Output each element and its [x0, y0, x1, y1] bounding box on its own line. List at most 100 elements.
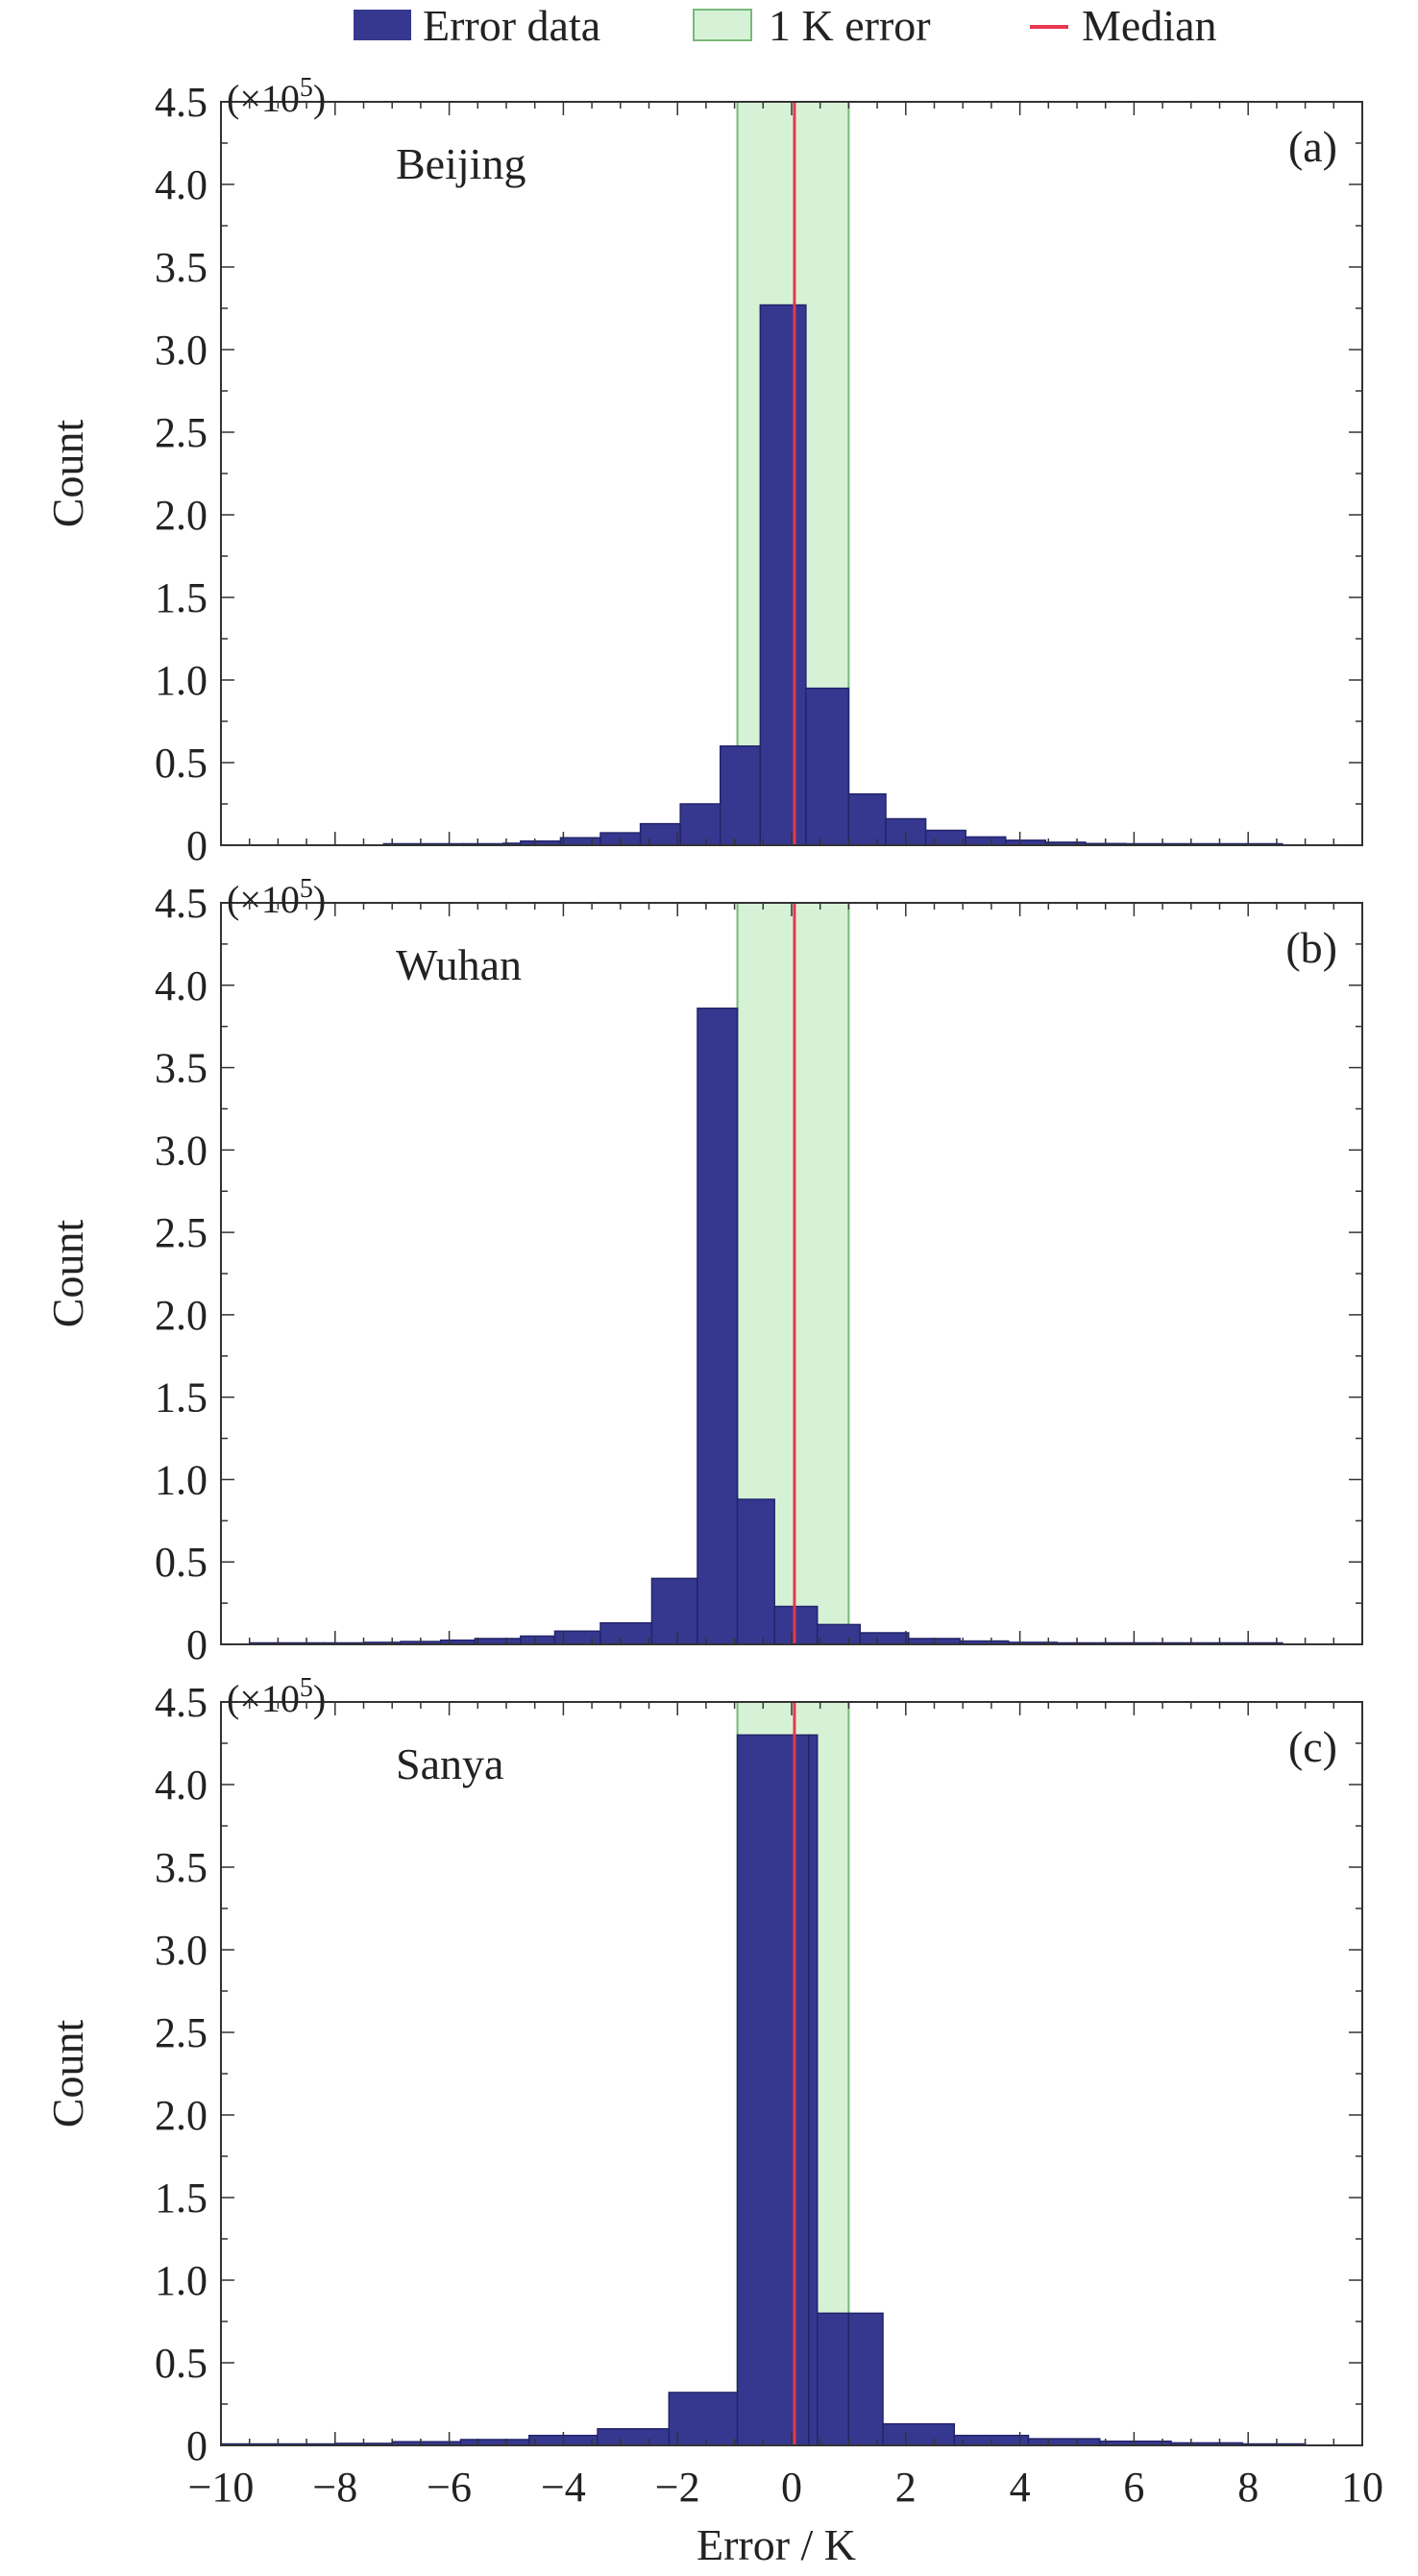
x-tick-label: 8	[1237, 2464, 1259, 2511]
bar	[668, 2392, 739, 2446]
x-tick-label: 4	[1010, 2464, 1031, 2511]
bar	[553, 1630, 601, 1645]
scale-multiplier: (×105)	[227, 874, 326, 921]
y-tick-label: 1.5	[155, 1374, 208, 1422]
y-tick-label: 3.5	[155, 1844, 208, 1891]
y-tick-label: 0.5	[155, 1539, 208, 1586]
bar	[859, 1632, 910, 1645]
scale-prefix: (×10	[227, 878, 300, 921]
bars	[220, 1734, 1307, 2446]
y-tick-label: 4.5	[155, 1679, 208, 1726]
y-tick-label: 0.5	[155, 740, 208, 787]
y-tick-label: 2.0	[155, 492, 208, 539]
y-tick-label: 2.0	[155, 2092, 208, 2139]
bar	[597, 2428, 671, 2446]
y-tick-label: 2.5	[155, 409, 208, 456]
panel-label: (b)	[1285, 923, 1337, 972]
y-tick-label: 0	[186, 1621, 208, 1668]
x-tick-label: 2	[895, 2464, 917, 2511]
bar	[679, 803, 721, 846]
bar	[639, 822, 681, 846]
scale-multiplier: (×105)	[227, 1673, 326, 1720]
scale-exponent: 5	[300, 874, 313, 904]
bar	[808, 1734, 819, 2446]
y-tick-label: 2.5	[155, 1209, 208, 1256]
scale-exponent: 5	[300, 1673, 313, 1703]
legend-label-3: Median	[1082, 1, 1217, 50]
x-axis-label: Error / K	[697, 2520, 856, 2569]
y-tick-label: 2.5	[155, 2009, 208, 2056]
y-tick-label: 0	[186, 822, 208, 869]
y-tick-label: 4.5	[155, 79, 208, 126]
panel-label: (c)	[1288, 1722, 1337, 1771]
y-axis-label: Count	[43, 1220, 92, 1328]
y-tick-label: 1.0	[155, 2257, 208, 2304]
y-tick-label: 0	[186, 2422, 208, 2469]
y-tick-label: 1.5	[155, 574, 208, 621]
scale-prefix: (×10	[227, 1677, 300, 1720]
y-tick-label: 4.0	[155, 962, 208, 1009]
x-tick-label: −6	[427, 2464, 472, 2511]
panel-label: (a)	[1288, 122, 1337, 171]
bar	[736, 1498, 775, 1645]
bar	[759, 304, 807, 846]
legend-label-2: 1 K error	[769, 1, 931, 50]
y-tick-label: 1.0	[155, 657, 208, 704]
y-tick-label: 1.5	[155, 2175, 208, 2222]
y-axis-tick-labels: 0 0.5 1.0 1.5 2.0 2.5 3.0 3.5 4.0 4.5	[155, 1679, 208, 2469]
y-axis-tick-labels: 0 0.5 1.0 1.5 2.0 2.5 3.0 3.5 4.0 4.5	[155, 79, 208, 869]
bar	[720, 745, 762, 846]
bar	[736, 1734, 810, 2446]
legend: Error data 1 K error Median	[354, 1, 1217, 50]
panel-1: 0 0.5 1.0 1.5 2.0 2.5 3.0 3.5 4.0 4.5 Count (×105) B…	[43, 73, 1363, 869]
bars	[382, 304, 1284, 846]
ticks	[220, 1701, 1363, 2446]
bar	[816, 1623, 862, 1645]
bar	[520, 1635, 556, 1645]
scale-suffix: )	[313, 77, 326, 120]
legend-swatch-1k-error	[693, 9, 752, 41]
site-label: Wuhan	[396, 940, 522, 989]
y-tick-label: 3.5	[155, 244, 208, 291]
scale-prefix: (×10	[227, 77, 300, 120]
y-tick-label: 3.0	[155, 1127, 208, 1174]
y-tick-label: 4.0	[155, 1762, 208, 1809]
x-axis-tick-labels: −10 −8 −6 −4 −2 0 2 4 6 8 10	[188, 2464, 1383, 2511]
scale-multiplier: (×105)	[227, 73, 326, 120]
y-tick-label: 3.0	[155, 1927, 208, 1974]
legend-label-1: Error data	[423, 1, 600, 50]
x-tick-label: −10	[188, 2464, 255, 2511]
y-tick-label: 0.5	[155, 2340, 208, 2387]
x-tick-label: 6	[1123, 2464, 1144, 2511]
bar	[965, 836, 1007, 846]
y-tick-label: 3.5	[155, 1045, 208, 1092]
scale-suffix: )	[313, 878, 326, 921]
legend-swatch-error-data	[354, 10, 411, 40]
x-tick-label: 10	[1341, 2464, 1383, 2511]
panel-3: 0 0.5 1.0 1.5 2.0 2.5 3.0 3.5 4.0 4.5 Count (×105) S…	[43, 1673, 1363, 2469]
bar	[924, 829, 966, 846]
site-label: Beijing	[396, 139, 526, 188]
bar	[599, 1621, 653, 1645]
bar	[559, 837, 601, 846]
scale-exponent: 5	[300, 73, 313, 103]
bar	[816, 2312, 850, 2446]
x-tick-label: 0	[781, 2464, 802, 2511]
y-tick-label: 1.0	[155, 1456, 208, 1503]
bar	[847, 2312, 884, 2446]
y-axis-label: Count	[43, 420, 92, 528]
panel-2: 0 0.5 1.0 1.5 2.0 2.5 3.0 3.5 4.0 4.5 Count (×105) W…	[43, 874, 1363, 1668]
y-axis-tick-labels: 0 0.5 1.0 1.5 2.0 2.5 3.0 3.5 4.0 4.5	[155, 880, 208, 1668]
x-tick-label: −8	[312, 2464, 357, 2511]
bar	[847, 792, 887, 846]
bar	[697, 1008, 739, 1645]
bar	[882, 2422, 956, 2446]
ticks	[220, 101, 1363, 846]
site-label: Sanya	[396, 1739, 503, 1788]
y-tick-label: 4.0	[155, 161, 208, 208]
y-tick-label: 2.0	[155, 1292, 208, 1339]
bar	[650, 1577, 698, 1645]
y-axis-label: Count	[43, 2020, 92, 2128]
scale-suffix: )	[313, 1677, 326, 1720]
